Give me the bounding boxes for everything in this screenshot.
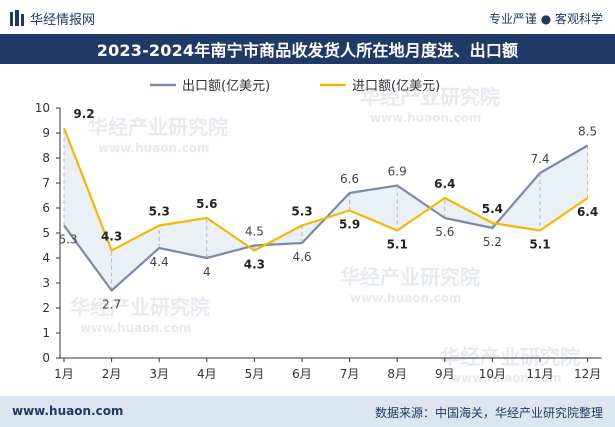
watermark-text: 华经产业研究院 (440, 345, 580, 369)
y-tick-label: 5 (42, 226, 50, 240)
difference-fill-layer (64, 128, 588, 291)
brand-logo-icon (10, 10, 24, 26)
watermark-layer: 华经产业研究院 www.huaon.com 华经产业研究院 www.huaon.com… (70, 85, 580, 385)
y-tick-label: 8 (42, 151, 50, 165)
import-data-label: 6.4 (577, 205, 598, 219)
difference-area (64, 128, 588, 291)
watermark-url: www.huaon.com (350, 291, 461, 305)
import-data-label: 5.1 (387, 238, 408, 252)
x-tick-label: 8月 (387, 367, 407, 381)
line-chart: 华经产业研究院 www.huaon.com 华经产业研究院 www.huaon.com… (35, 79, 602, 385)
y-tick-label: 10 (35, 101, 50, 115)
watermark-text: 华经产业研究院 (88, 115, 228, 139)
x-tick-label: 3月 (149, 367, 169, 381)
y-tick-label: 9 (42, 126, 50, 140)
import-data-label: 5.3 (291, 205, 312, 219)
export-data-label: 5.6 (435, 225, 454, 239)
x-tick-label: 5月 (245, 367, 265, 381)
x-tick-label: 2月 (102, 367, 122, 381)
import-data-label: 4.3 (101, 230, 122, 244)
import-data-label: 9.2 (73, 107, 94, 121)
chart-title: 2023-2024年南宁市商品收发货人所在地月度进、出口额 (96, 41, 519, 60)
x-tick-label: 4月 (197, 367, 217, 381)
x-tick-label: 10月 (479, 367, 506, 381)
footer: www.huaon.com 数据来源：中国海关，华经产业研究院整理 (0, 396, 615, 427)
footer-source: 数据来源：中国海关，华经产业研究院整理 (374, 406, 603, 420)
export-data-label: 8.5 (578, 125, 597, 139)
title-bar: 2023-2024年南宁市商品收发货人所在地月度进、出口额 (0, 34, 615, 64)
brand: 华经情报网 (10, 8, 95, 28)
chart-legend: 出口额(亿美元) 进口额(亿美元) (150, 79, 440, 94)
y-tick-label: 0 (42, 351, 50, 365)
import-data-label: 5.4 (482, 202, 503, 216)
x-tick-label: 1月 (54, 367, 74, 381)
import-data-label: 5.6 (196, 197, 217, 211)
import-data-label: 5.1 (529, 238, 550, 252)
watermark-text: 华经产业研究院 (360, 85, 500, 109)
import-data-label: 5.3 (149, 205, 170, 219)
export-data-label: 6.6 (340, 172, 359, 186)
brand-name: 华经情报网 (30, 12, 96, 28)
legend-label: 进口额(亿美元) (352, 79, 440, 94)
y-tick-label: 2 (42, 301, 50, 315)
y-tick-label: 1 (42, 326, 50, 340)
x-tick-label: 9月 (435, 367, 455, 381)
x-tick-label: 6月 (292, 367, 312, 381)
import-series-line (62, 127, 589, 252)
export-data-label: 4.4 (150, 255, 169, 269)
data-labels-layer: 5.3 2.7 4.4 4 4.5 4.6 6.6 6.9 5.6 5.2 7.4 8.5 9.2 4.3… (58, 107, 598, 312)
series-layer (62, 127, 589, 292)
import-data-label: 6.4 (434, 177, 455, 191)
x-tick-label: 12月 (574, 367, 601, 381)
export-data-label: 5.3 (58, 233, 77, 247)
drop-lines-layer (63, 128, 589, 291)
x-tick-label: 11月 (526, 367, 553, 381)
export-data-label: 4.5 (245, 225, 264, 239)
watermark-url: www.huaon.com (80, 321, 191, 335)
export-data-label: 4.6 (292, 250, 311, 264)
watermark-url: www.huaon.com (370, 111, 481, 125)
watermark-url: www.huaon.com (450, 371, 561, 385)
import-data-label: 5.9 (339, 218, 360, 232)
watermark-text: 华经产业研究院 (70, 295, 210, 319)
footer-website: www.huaon.com (12, 404, 124, 418)
y-tick-label: 7 (42, 176, 50, 190)
export-data-label: 4 (203, 265, 211, 279)
y-tick-label: 6 (42, 201, 50, 215)
watermark-url: www.huaon.com (98, 141, 209, 155)
export-data-label: 6.9 (388, 165, 407, 179)
export-data-label: 5.2 (483, 235, 502, 249)
import-data-label: 4.3 (244, 258, 265, 272)
export-data-label: 2.7 (102, 298, 121, 312)
y-tick-label: 3 (42, 276, 50, 290)
top-bar: 华经情报网 专业严谨 ● 客观科学 (0, 0, 615, 34)
export-data-label: 7.4 (530, 152, 549, 166)
watermark-text: 华经产业研究院 (340, 265, 480, 289)
legend-label: 出口额(亿美元) (182, 79, 270, 94)
y-tick-label: 4 (42, 251, 50, 265)
x-tick-label: 7月 (340, 367, 360, 381)
axis-layer: 0 1 2 3 4 5 6 7 8 9 10 1月 2月 3月 4月 5月 6月 7月 8月 9月 10月 11月 12月 (35, 101, 602, 381)
tagline: 专业严谨 ● 客观科学 (488, 12, 603, 26)
